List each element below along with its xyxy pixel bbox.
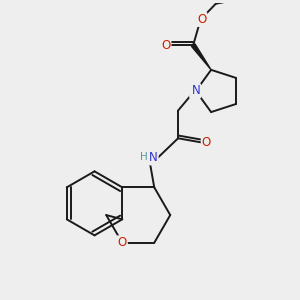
- Polygon shape: [191, 44, 211, 70]
- Text: H: H: [140, 152, 148, 162]
- Text: N: N: [149, 152, 158, 164]
- Text: O: O: [161, 39, 170, 52]
- Text: O: O: [197, 13, 206, 26]
- Text: O: O: [118, 236, 127, 249]
- Text: N: N: [191, 85, 200, 98]
- Text: N: N: [190, 85, 199, 98]
- Text: O: O: [202, 136, 211, 149]
